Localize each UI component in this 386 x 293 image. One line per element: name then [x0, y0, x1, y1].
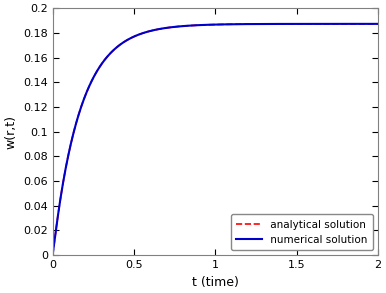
 analytical solution	[317, 22, 322, 26]
 numerical solution	[226, 23, 231, 26]
 analytical solution	[376, 22, 380, 25]
 analytical solution	[368, 22, 372, 25]
Line:  numerical solution: numerical solution	[52, 24, 378, 255]
 analytical solution	[244, 22, 249, 26]
 analytical solution	[207, 23, 212, 26]
 analytical solution	[205, 23, 210, 27]
 numerical solution	[317, 22, 322, 26]
 numerical solution	[50, 253, 55, 257]
 numerical solution	[244, 22, 249, 26]
 numerical solution	[205, 23, 210, 27]
Line:  analytical solution: analytical solution	[52, 24, 378, 255]
 numerical solution	[376, 22, 380, 25]
Legend:  analytical solution,  numerical solution: analytical solution, numerical solution	[231, 214, 373, 250]
Y-axis label: w(r,t): w(r,t)	[5, 115, 17, 149]
X-axis label: t (time): t (time)	[192, 275, 239, 289]
 numerical solution	[207, 23, 212, 26]
 analytical solution	[50, 253, 55, 257]
 analytical solution	[226, 23, 231, 26]
 numerical solution	[368, 22, 372, 25]
